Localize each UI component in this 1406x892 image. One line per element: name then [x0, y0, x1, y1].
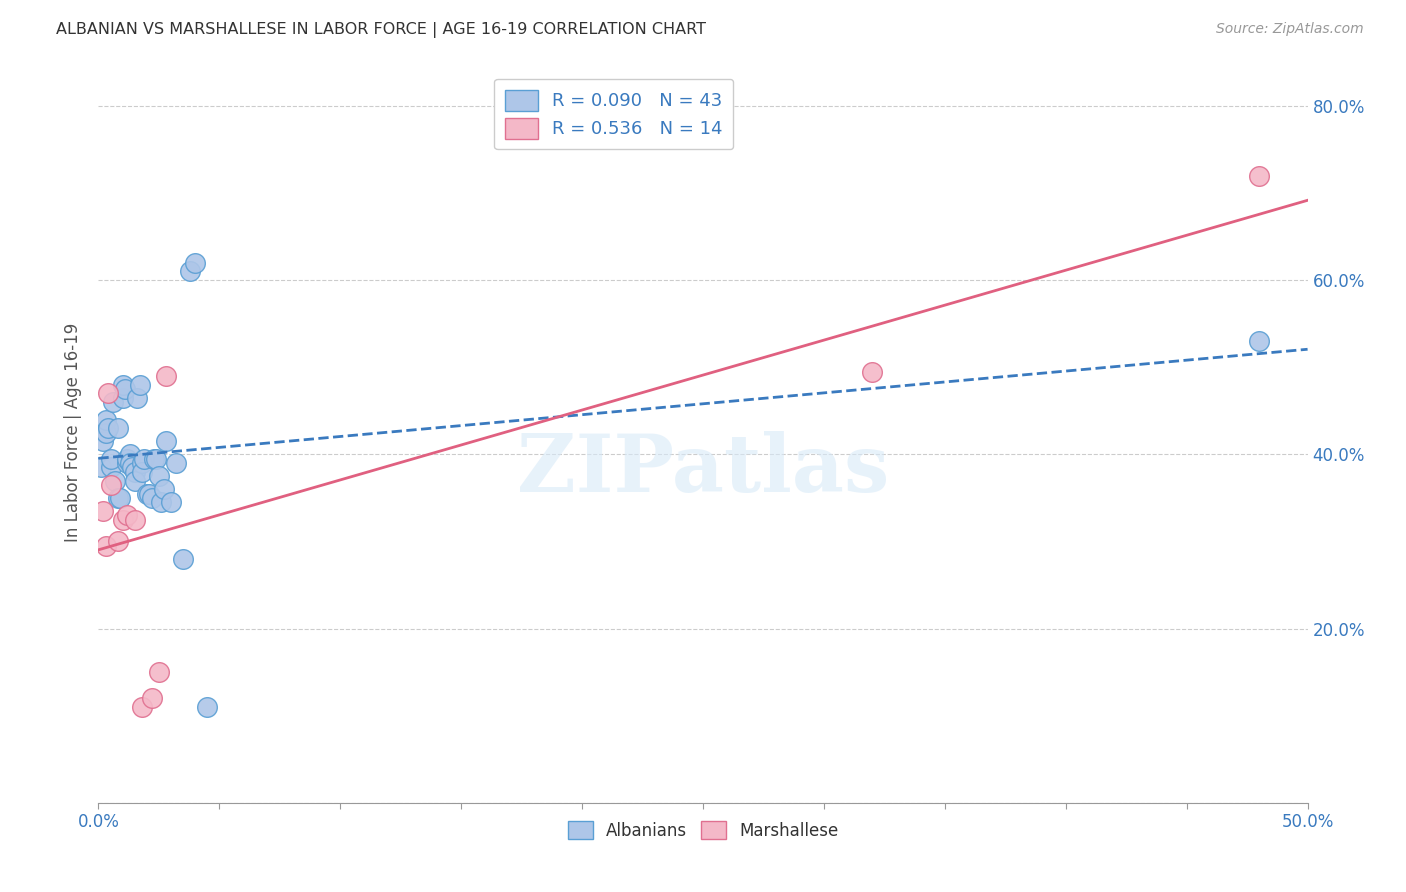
Point — [138, 486, 160, 500]
Point — [107, 421, 129, 435]
Point — [141, 491, 163, 505]
Point — [860, 365, 883, 379]
Point — [108, 491, 131, 505]
Point — [150, 495, 173, 509]
Point — [128, 377, 150, 392]
Point — [143, 451, 166, 466]
Point — [131, 456, 153, 470]
Point — [107, 491, 129, 505]
Point — [172, 552, 194, 566]
Point — [165, 456, 187, 470]
Point — [91, 504, 114, 518]
Point — [1249, 334, 1271, 348]
Point — [104, 474, 127, 488]
Point — [155, 434, 177, 449]
Text: ALBANIAN VS MARSHALLESE IN LABOR FORCE | AGE 16-19 CORRELATION CHART: ALBANIAN VS MARSHALLESE IN LABOR FORCE |… — [56, 22, 706, 38]
Point — [111, 391, 134, 405]
Legend: Albanians, Marshallese: Albanians, Marshallese — [561, 814, 845, 847]
Point — [1249, 169, 1271, 183]
Point — [160, 495, 183, 509]
Point — [135, 486, 157, 500]
Point — [195, 700, 218, 714]
Point — [118, 456, 141, 470]
Point — [131, 700, 153, 714]
Point — [121, 460, 143, 475]
Point — [94, 425, 117, 440]
Point — [155, 369, 177, 384]
Point — [101, 395, 124, 409]
Point — [141, 691, 163, 706]
Point — [97, 386, 120, 401]
Point — [124, 513, 146, 527]
Point — [179, 264, 201, 278]
Point — [145, 451, 167, 466]
Point — [117, 456, 139, 470]
Point — [117, 508, 139, 523]
Point — [100, 478, 122, 492]
Point — [124, 474, 146, 488]
Point — [118, 447, 141, 461]
Point — [111, 513, 134, 527]
Text: ZIPatlas: ZIPatlas — [517, 431, 889, 508]
Point — [148, 469, 170, 483]
Point — [94, 539, 117, 553]
Point — [111, 377, 134, 392]
Point — [94, 412, 117, 426]
Point — [97, 421, 120, 435]
Point — [91, 434, 114, 449]
Point — [148, 665, 170, 680]
Point — [152, 482, 174, 496]
Point — [114, 382, 136, 396]
Point — [134, 451, 156, 466]
Point — [100, 451, 122, 466]
Text: Source: ZipAtlas.com: Source: ZipAtlas.com — [1216, 22, 1364, 37]
Point — [117, 451, 139, 466]
Point — [90, 460, 112, 475]
Point — [184, 256, 207, 270]
Y-axis label: In Labor Force | Age 16-19: In Labor Force | Age 16-19 — [65, 323, 83, 542]
Point — [100, 460, 122, 475]
Point — [107, 534, 129, 549]
Point — [131, 465, 153, 479]
Point — [124, 465, 146, 479]
Point — [127, 391, 149, 405]
